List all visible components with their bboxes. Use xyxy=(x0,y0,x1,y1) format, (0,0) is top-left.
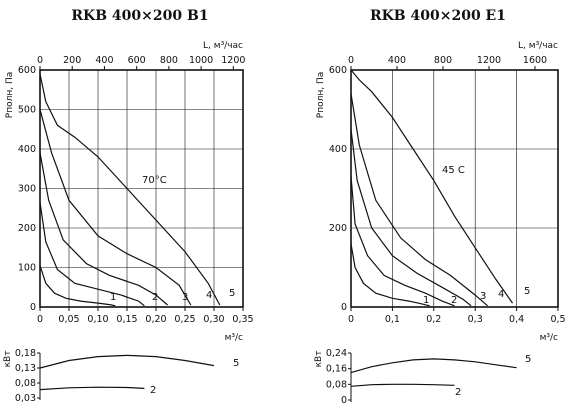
x-tick-label: 0,1 xyxy=(385,314,400,325)
top-tick-label: 1200 xyxy=(221,55,245,66)
x-tick-label: 0,15 xyxy=(116,314,137,325)
y-tick-label: 100 xyxy=(18,263,36,274)
series-curve-1 xyxy=(39,265,116,307)
series-label-2: 2 xyxy=(152,292,158,303)
top-tick-label: 800 xyxy=(434,55,452,66)
temperature-annotation: 70°C xyxy=(142,175,167,186)
y-tick-label: 0 xyxy=(341,302,347,313)
power-series-label-5: 5 xyxy=(233,358,239,369)
x-tick-label: 0,10 xyxy=(87,314,108,325)
x-axis-unit: м³/с xyxy=(540,333,558,343)
chart-title: RKB 400×200 E1 xyxy=(370,8,506,24)
power-y-tick-label: 0 xyxy=(341,395,347,406)
y-tick-label: 600 xyxy=(329,65,347,76)
power-curve-2 xyxy=(39,386,145,391)
series-label-3: 3 xyxy=(182,292,188,303)
chart-title: RKB 400×200 B1 xyxy=(71,8,208,24)
series-label-5: 5 xyxy=(229,288,235,299)
top-tick-label: 400 xyxy=(388,55,406,66)
series-curve-3 xyxy=(350,129,472,307)
y-tick-label: 300 xyxy=(18,184,36,195)
top-tick-label: 800 xyxy=(160,55,178,66)
plot-frame xyxy=(39,69,244,308)
top-tick-label: 600 xyxy=(128,55,146,66)
top-tick-label: 400 xyxy=(95,55,113,66)
y-tick-label: 400 xyxy=(18,144,36,155)
series-curve-4 xyxy=(350,93,488,307)
power-y-tick-label: 0,08 xyxy=(15,378,36,389)
series-curve-3 xyxy=(39,152,168,306)
power-y-tick-label: 0,08 xyxy=(326,379,347,390)
top-tick-label: 200 xyxy=(63,55,81,66)
x-tick-label: 0 xyxy=(348,314,354,325)
series-label-5: 5 xyxy=(524,286,530,297)
y-axis-label: Pполн, Па xyxy=(5,72,15,118)
top-axis-label: L, м³/час xyxy=(518,41,558,51)
x-tick-label: 0,30 xyxy=(203,314,224,325)
series-curve-1 xyxy=(350,243,430,307)
x-tick-label: 0,4 xyxy=(509,314,524,325)
power-series-label-5: 5 xyxy=(525,354,531,365)
power-y-tick-label: 0,13 xyxy=(15,363,36,374)
top-axis-label: L, м³/час xyxy=(203,41,243,51)
y-axis-label: Pполн, Па xyxy=(316,72,326,118)
series-label-2: 2 xyxy=(451,295,457,306)
power-y-tick-label: 0,24 xyxy=(326,348,347,359)
series-label-3: 3 xyxy=(480,291,486,302)
power-series-label-2: 2 xyxy=(455,387,461,398)
y-tick-label: 600 xyxy=(18,65,36,76)
x-axis-unit: м³/с xyxy=(225,333,243,343)
plot-frame xyxy=(350,69,559,308)
y-tick-label: 200 xyxy=(329,223,347,234)
series-curve-2 xyxy=(39,202,145,307)
power-curve-2 xyxy=(350,383,455,387)
y-tick-label: 0 xyxy=(30,302,36,313)
series-label-1: 1 xyxy=(110,292,116,303)
top-tick-label: 0 xyxy=(37,55,43,66)
series-curve-5 xyxy=(39,73,221,306)
series-label-4: 4 xyxy=(498,289,504,300)
power-y-tick-label: 0,03 xyxy=(15,393,36,404)
x-tick-label: 0,5 xyxy=(550,314,565,325)
power-curve-5 xyxy=(39,354,215,369)
temperature-annotation: 45 C xyxy=(442,165,465,176)
power-y-tick-label: 0,18 xyxy=(15,348,36,359)
power-y-tick-label: 0,16 xyxy=(326,364,347,375)
series-curve-4 xyxy=(39,109,192,306)
series-label-1: 1 xyxy=(423,295,429,306)
power-y-axis-label: кВт xyxy=(314,351,324,368)
y-tick-label: 500 xyxy=(18,105,36,116)
x-tick-label: 0,3 xyxy=(468,314,483,325)
power-series-label-2: 2 xyxy=(150,385,156,396)
x-tick-label: 0,05 xyxy=(58,314,79,325)
power-y-axis-label: кВт xyxy=(3,351,13,368)
top-tick-label: 1000 xyxy=(189,55,213,66)
y-tick-label: 200 xyxy=(18,223,36,234)
top-tick-label: 1200 xyxy=(477,55,501,66)
x-tick-label: 0 xyxy=(37,314,43,325)
series-label-4: 4 xyxy=(206,290,212,301)
x-tick-label: 0,2 xyxy=(426,314,441,325)
x-tick-label: 0,35 xyxy=(232,314,253,325)
top-tick-label: 0 xyxy=(348,55,354,66)
top-tick-label: 1600 xyxy=(523,55,547,66)
x-tick-label: 0,25 xyxy=(174,314,195,325)
power-curve-5 xyxy=(350,358,517,374)
y-tick-label: 400 xyxy=(329,144,347,155)
series-curve-2 xyxy=(350,176,455,307)
series-curve-5 xyxy=(350,69,513,304)
x-tick-label: 0,20 xyxy=(145,314,166,325)
